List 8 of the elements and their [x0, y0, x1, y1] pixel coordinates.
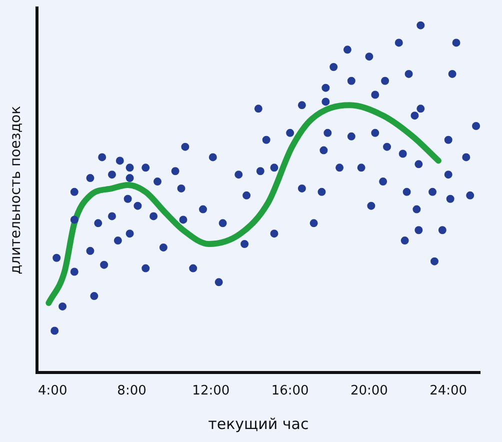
x-tick-label: 24:00: [430, 384, 468, 399]
x-tick-label: 20:00: [350, 384, 388, 399]
x-tick-label: 16:00: [271, 384, 309, 399]
x-axis-title: текущий час: [208, 414, 309, 433]
x-tick-label: 8:00: [117, 384, 146, 399]
x-tick-label: 12:00: [192, 384, 230, 399]
y-axis-title: длительность поездок: [8, 106, 24, 274]
x-tick-label: 4:00: [38, 384, 68, 399]
